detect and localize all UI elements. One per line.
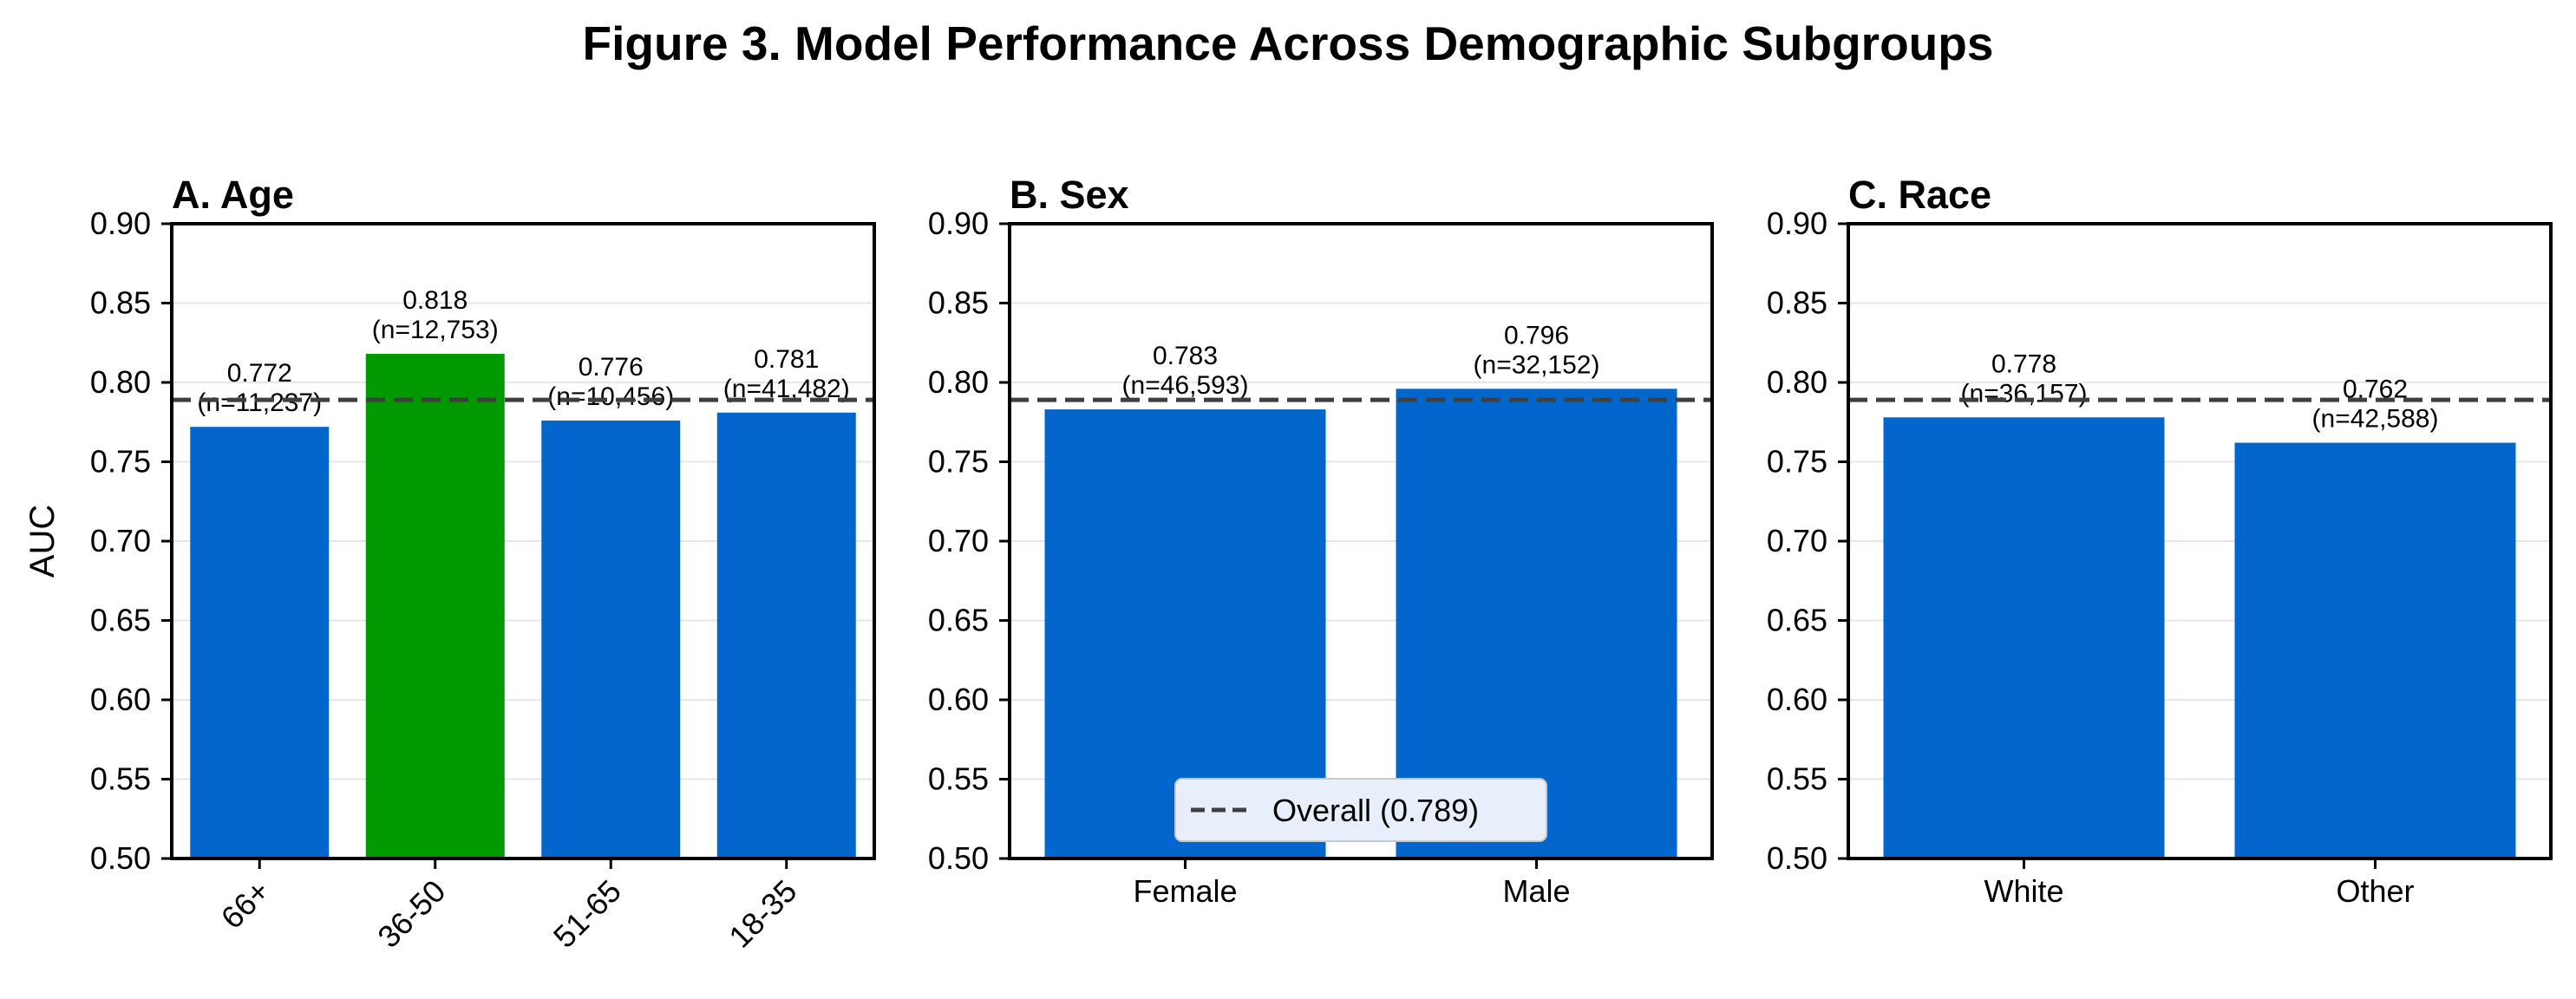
- panel-a-ytick-label: 0.75: [90, 444, 151, 480]
- panel-c-xtick-label: Other: [2336, 873, 2414, 909]
- panel-a-bar: [365, 354, 505, 859]
- panel-a-value-label: 0.818: [402, 286, 467, 315]
- panel-b-ytick-label: 0.90: [928, 206, 989, 241]
- panel-a-value-label: 0.776: [579, 353, 644, 382]
- panel-a-ytick-label: 0.90: [90, 206, 151, 241]
- panel-b-n-label: (n=46,593): [1122, 371, 1249, 400]
- panel-b-xtick-label: Female: [1133, 873, 1237, 909]
- panel-a-n-label: (n=12,753): [372, 316, 499, 344]
- panel-b-ytick-label: 0.80: [928, 364, 989, 400]
- panel-c-title: C. Race: [1848, 173, 1991, 217]
- panel-c-frame: [1847, 222, 2553, 860]
- panel-b-xtick-label: Male: [1502, 873, 1570, 909]
- panel-a-n-label: (n=11,237): [197, 388, 322, 417]
- panel-b-ytick-label: 0.85: [928, 285, 989, 321]
- panel-b-n-label: (n=32,152): [1474, 350, 1600, 379]
- panel-a-title: A. Age: [172, 173, 294, 217]
- panel-a-xtick-label: 66+: [214, 873, 277, 936]
- panel-b-ytick-label: 0.70: [928, 523, 989, 558]
- panel-c-ytick-label: 0.90: [1767, 206, 1827, 241]
- panel-a-bar: [716, 412, 856, 859]
- panel-a-n-label: (n=10,456): [547, 382, 674, 411]
- panel-c-ytick-label: 0.85: [1767, 285, 1827, 321]
- panel-c-ytick-label: 0.70: [1767, 523, 1827, 558]
- panel-b-value-label: 0.783: [1153, 342, 1218, 370]
- panel-b-ytick-label: 0.55: [928, 761, 989, 797]
- panel-b-title: B. Sex: [1010, 173, 1129, 217]
- panel-a-ytick-label: 0.60: [90, 682, 151, 717]
- panel-c-value-label: 0.778: [1991, 349, 2056, 378]
- panel-a-frame: [170, 222, 876, 860]
- panel-a-xtick-label: 51-65: [546, 873, 628, 955]
- panel-c-ytick-label: 0.80: [1767, 364, 1827, 400]
- panel-a-ytick-label: 0.70: [90, 523, 151, 558]
- panel-a-ytick-label: 0.65: [90, 603, 151, 638]
- legend-label: Overall (0.789): [1272, 793, 1479, 828]
- panel-c-ytick-label: 0.55: [1767, 761, 1827, 797]
- panel-a-xtick-label: 18-35: [722, 873, 803, 955]
- panel-c-ytick-label: 0.50: [1767, 840, 1827, 876]
- panel-a-value-label: 0.781: [754, 345, 819, 374]
- panel-a-bar: [541, 420, 681, 859]
- figure-title: Figure 3. Model Performance Across Demog…: [582, 16, 1994, 70]
- panel-c-bar: [1883, 417, 2165, 859]
- panel-c-bar: [2234, 442, 2516, 859]
- panel-a-ytick-label: 0.85: [90, 285, 151, 321]
- panel-c-ytick-label: 0.75: [1767, 444, 1827, 480]
- panel-a-bar: [190, 427, 330, 859]
- panel-b-ytick-label: 0.50: [928, 840, 989, 876]
- panel-a-value-label: 0.772: [227, 359, 292, 388]
- legend-box: [1174, 778, 1547, 842]
- panel-a-ytick-label: 0.55: [90, 761, 151, 797]
- panel-a-xtick-label: 36-50: [370, 873, 452, 955]
- panel-b-ytick-label: 0.60: [928, 682, 989, 717]
- panel-b-ytick-label: 0.75: [928, 444, 989, 480]
- panel-c-xtick-label: White: [1984, 873, 2063, 909]
- panel-b-ytick-label: 0.65: [928, 603, 989, 638]
- panel-b-value-label: 0.796: [1504, 321, 1569, 349]
- panel-a-ytick-label: 0.50: [90, 840, 151, 876]
- y-axis-label: AUC: [23, 505, 62, 578]
- panel-c-n-label: (n=42,588): [2312, 405, 2439, 434]
- panel-b-frame: [1008, 222, 1714, 860]
- panel-a-ytick-label: 0.80: [90, 364, 151, 400]
- panel-c-n-label: (n=36,157): [1961, 379, 2088, 408]
- panel-c-ytick-label: 0.60: [1767, 682, 1827, 717]
- panel-c-ytick-label: 0.65: [1767, 603, 1827, 638]
